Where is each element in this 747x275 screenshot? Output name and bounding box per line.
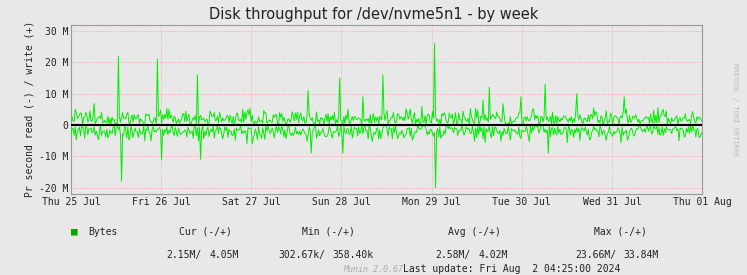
Text: Min (-/+): Min (-/+) bbox=[303, 227, 355, 237]
Text: 2.15M/: 2.15M/ bbox=[167, 250, 202, 260]
Text: 4.02M: 4.02M bbox=[478, 250, 507, 260]
Text: Disk throughput for /dev/nvme5n1 - by week: Disk throughput for /dev/nvme5n1 - by we… bbox=[209, 7, 538, 22]
Text: Max (-/+): Max (-/+) bbox=[594, 227, 646, 237]
Text: Munin 2.0.67: Munin 2.0.67 bbox=[344, 265, 403, 274]
Text: 302.67k/: 302.67k/ bbox=[278, 250, 325, 260]
Y-axis label: Pr second read (-) / write (+): Pr second read (-) / write (+) bbox=[25, 21, 34, 197]
Text: 33.84M: 33.84M bbox=[624, 250, 659, 260]
Text: 2.58M/: 2.58M/ bbox=[436, 250, 471, 260]
Text: Bytes: Bytes bbox=[88, 227, 117, 237]
Text: ■: ■ bbox=[71, 227, 78, 237]
Text: 23.66M/: 23.66M/ bbox=[575, 250, 616, 260]
Text: Avg (-/+): Avg (-/+) bbox=[448, 227, 500, 237]
Text: 358.40k: 358.40k bbox=[332, 250, 374, 260]
Text: Last update: Fri Aug  2 04:25:00 2024: Last update: Fri Aug 2 04:25:00 2024 bbox=[403, 264, 620, 274]
Text: 4.05M: 4.05M bbox=[209, 250, 238, 260]
Text: Cur (-/+): Cur (-/+) bbox=[179, 227, 232, 237]
Text: RRDTOOL / TOBI OETIKER: RRDTOOL / TOBI OETIKER bbox=[732, 63, 738, 157]
